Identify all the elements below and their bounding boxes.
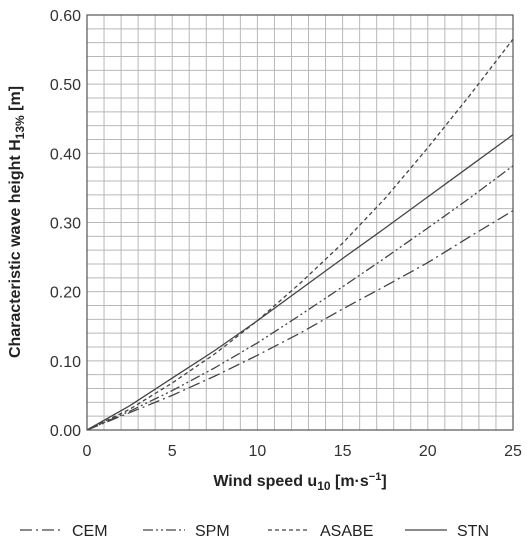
plot-frame: [86, 14, 514, 431]
series-lines: [86, 38, 514, 431]
legend-label-asabe: ASABE: [320, 523, 373, 540]
x-tick-label: 10: [249, 443, 267, 460]
legend-label-stn: STN: [457, 523, 489, 540]
x-tick-label: 20: [419, 443, 437, 460]
series-line-spm: [86, 165, 514, 431]
legend-label-spm: SPM: [195, 523, 230, 540]
x-tick-label: 5: [168, 443, 177, 460]
series-line-stn: [86, 134, 514, 431]
legend: CEM SPM ASABE STN: [20, 523, 489, 540]
tick-labels: 0 5 10 15 20 25 0.00 0.10 0.20 0.30 0.40 0.50 0.60: [50, 8, 522, 460]
legend-label-cem: CEM: [72, 523, 108, 540]
y-tick-label: 0.20: [50, 285, 81, 302]
y-tick-label: 0.60: [50, 8, 81, 25]
series-line-asabe: [86, 38, 514, 431]
x-tick-label: 25: [504, 443, 522, 460]
grid: [87, 15, 513, 430]
series-line-cem: [86, 210, 514, 431]
y-tick-label: 0.00: [50, 423, 81, 440]
y-tick-label: 0.40: [50, 146, 81, 163]
y-axis-title: Characteristic wave height H13% [m]: [7, 86, 27, 358]
x-tick-label: 15: [334, 443, 352, 460]
x-tick-label: 0: [83, 443, 92, 460]
y-tick-label: 0.30: [50, 216, 81, 233]
y-tick-label: 0.10: [50, 354, 81, 371]
y-tick-label: 0.50: [50, 77, 81, 94]
x-axis-title: Wind speed u10 [m·s−1]: [213, 471, 386, 493]
